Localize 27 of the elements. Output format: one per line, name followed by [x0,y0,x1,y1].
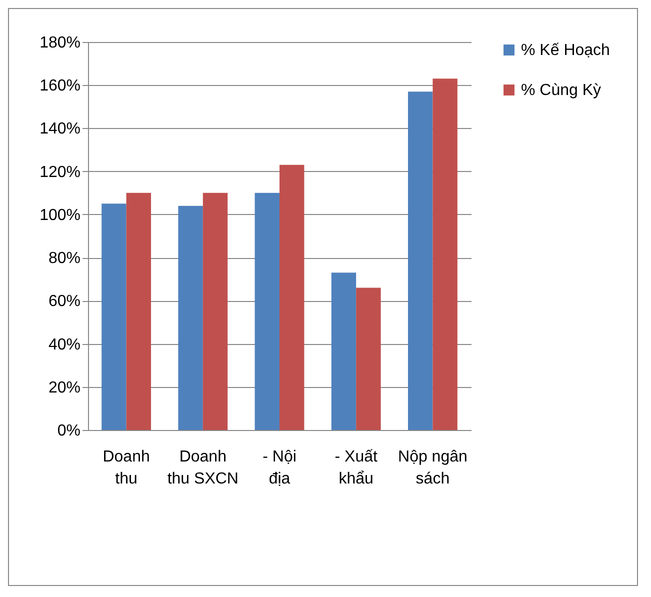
bar [408,92,433,430]
bar [356,288,381,430]
bar [202,192,228,430]
y-tick-label: 80% [48,250,80,268]
legend-label: % Cùng Kỳ [521,82,602,99]
y-tick-label: 120% [40,164,80,181]
x-tick-label: Doanh thu [102,448,150,488]
bar [178,206,203,430]
y-tick-label: 100% [40,206,80,224]
bar [432,78,458,430]
x-tick-label: Doanh thu SXCN [167,448,238,488]
y-tick-label: 160% [40,78,80,95]
legend-label: % Kế Hoạch [521,42,610,59]
x-tick-label: - Nội địa [262,448,296,488]
y-tick-label: 20% [48,379,80,396]
bar [331,272,356,430]
x-tick-label: - Xuất khẩu [334,448,378,488]
y-tick-label: 0% [57,422,80,440]
bar [126,192,152,430]
y-tick-label: 40% [48,336,80,354]
bar [280,164,304,430]
bar [254,192,280,430]
bar [102,204,126,430]
y-tick-label: 60% [48,293,80,310]
x-tick-label: Nộp ngân sách [398,448,468,488]
y-tick-label: 140% [40,120,80,138]
y-tick-label: 180% [40,34,80,52]
